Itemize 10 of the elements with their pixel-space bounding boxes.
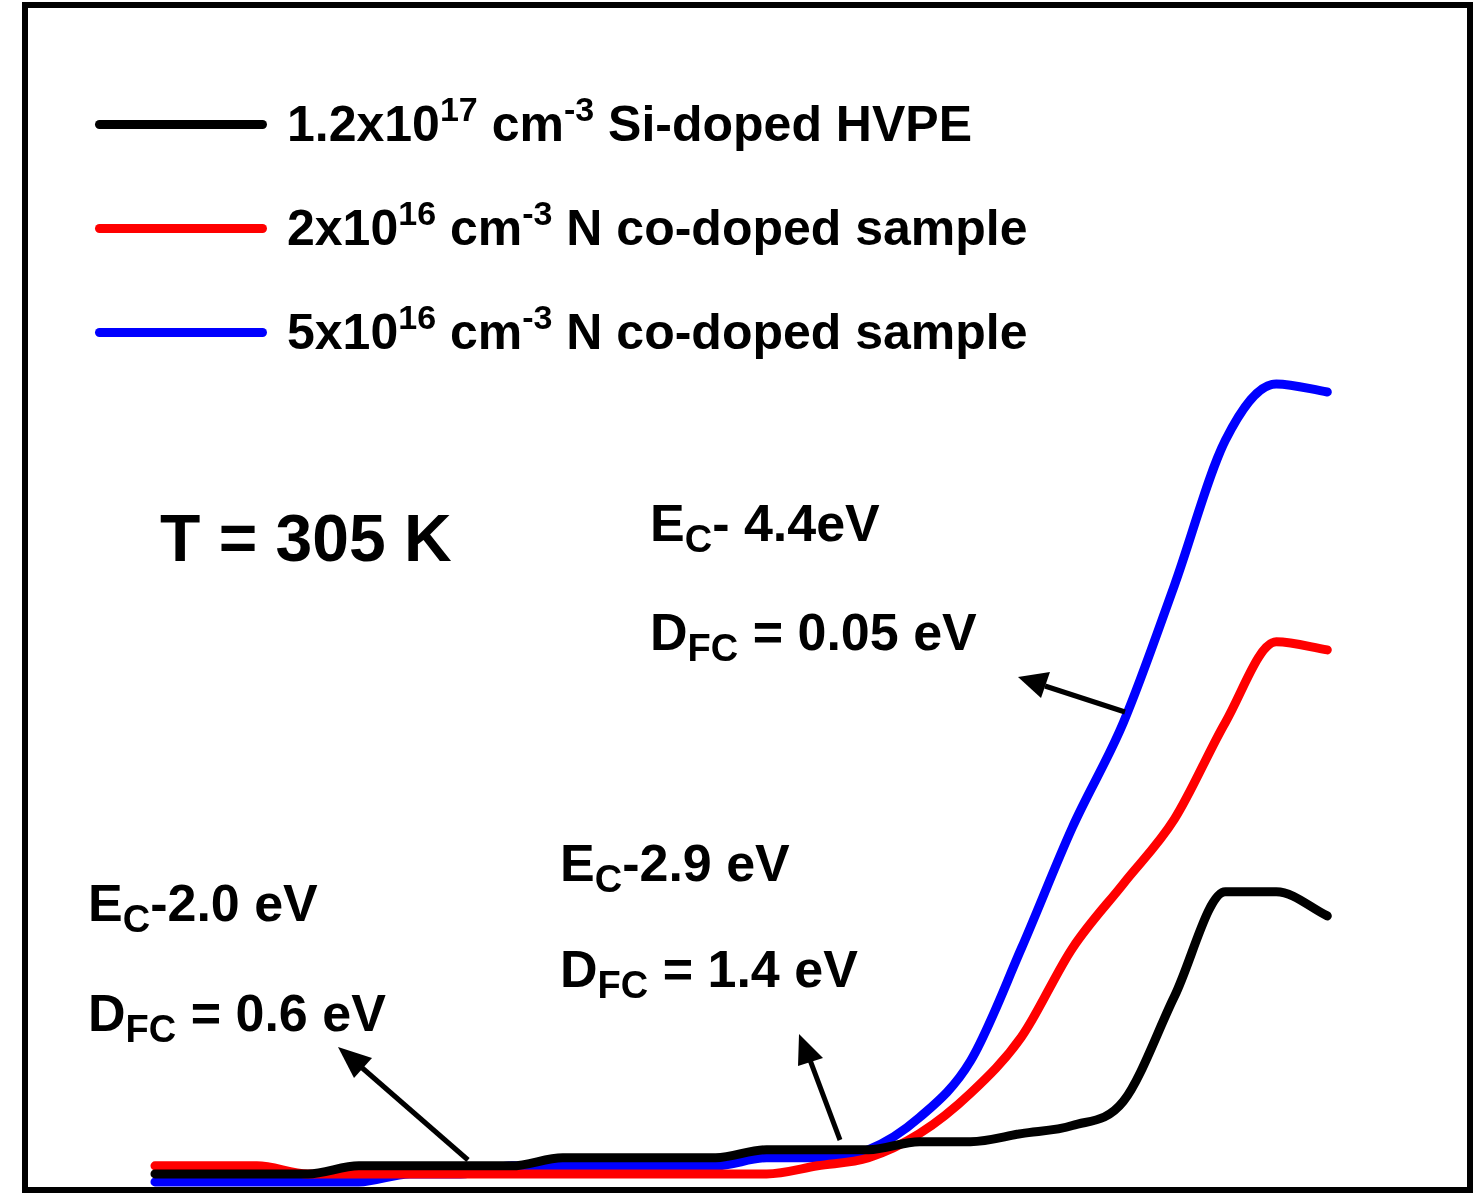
annotation: E$_{C}$- 4.4eV: [650, 494, 880, 561]
annotation: D$_{FC}$ = 0.05 eV: [650, 603, 977, 670]
legend-label: 5x10$^{16}$ cm$^{-3}$ N co-doped sample: [287, 297, 1028, 361]
annotation: D$_{FC}$ = 0.6 eV: [88, 984, 386, 1051]
annotation: D$_{FC}$ = 1.4 eV: [560, 940, 858, 1007]
annotation: E$_{C}$-2.9 eV: [560, 834, 790, 901]
annotation: E$_{C}$-2.0 eV: [88, 874, 318, 941]
annotation: T = 305 K: [160, 501, 452, 575]
legend-label: 2x10$^{16}$ cm$^{-3}$ N co-doped sample: [287, 193, 1028, 257]
legend-label: 1.2x10$^{17}$ cm$^{-3}$ Si-doped HVPE: [287, 89, 972, 153]
